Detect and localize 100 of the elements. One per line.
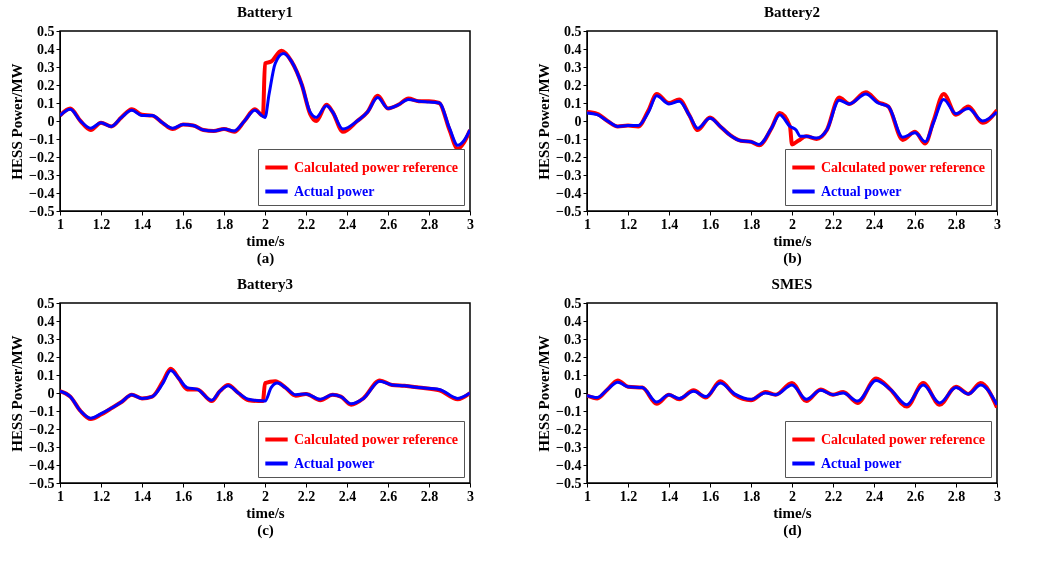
x-tick-label: 2.2 bbox=[824, 488, 843, 504]
y-tick-label: 0.4 bbox=[564, 41, 582, 57]
y-tick-label: 0.1 bbox=[564, 95, 582, 111]
y-tick-label: −0.3 bbox=[556, 167, 582, 183]
y-tick-label: −0.4 bbox=[29, 457, 55, 473]
y-tick-label: 0.5 bbox=[564, 295, 582, 311]
y-tick-label: 0.5 bbox=[37, 23, 55, 39]
y-tick-label: 0.3 bbox=[564, 59, 582, 75]
chart-title: Battery2 bbox=[764, 4, 820, 20]
y-axis-title: HESS Power/MW bbox=[536, 63, 553, 180]
x-tick-label: 1.4 bbox=[133, 488, 152, 504]
y-tick-label: −0.1 bbox=[556, 403, 582, 419]
y-tick-label: −0.1 bbox=[29, 131, 55, 147]
x-tick-label: 1.6 bbox=[174, 488, 193, 504]
x-tick-label: 1.8 bbox=[742, 216, 761, 232]
x-tick-label: 2.8 bbox=[947, 216, 966, 232]
y-tick-label: −0.2 bbox=[556, 421, 582, 437]
y-tick-label: −0.4 bbox=[556, 185, 582, 201]
x-tick-label: 1.8 bbox=[215, 216, 234, 232]
text: (c) bbox=[257, 521, 274, 539]
x-tick-label: 1.2 bbox=[619, 216, 638, 232]
legend-label: Calculated power reference bbox=[294, 431, 459, 447]
x-tick-label: 1.4 bbox=[660, 216, 679, 232]
x-tick-label: 1.2 bbox=[92, 488, 111, 504]
y-axis-title: HESS Power/MW bbox=[536, 335, 553, 452]
y-tick-label: 0.1 bbox=[37, 95, 55, 111]
legend-label: Calculated power reference bbox=[294, 159, 459, 175]
y-tick-label: 0.2 bbox=[37, 349, 55, 365]
legend-label: Actual power bbox=[821, 183, 902, 199]
x-tick-label: 1.6 bbox=[174, 216, 193, 232]
y-tick-label: 0 bbox=[47, 113, 55, 129]
x-tick-label: 1.2 bbox=[619, 488, 638, 504]
x-tick-label: 1.8 bbox=[742, 488, 761, 504]
legend-label: Calculated power reference bbox=[821, 159, 986, 175]
x-axis-title: time/s bbox=[773, 232, 812, 249]
x-tick-label: 3 bbox=[994, 216, 1001, 232]
x-tick-label: 1 bbox=[57, 216, 64, 232]
x-tick-label: 2.8 bbox=[420, 216, 439, 232]
legend-label: Actual power bbox=[294, 183, 375, 199]
y-tick-label: 0.5 bbox=[564, 23, 582, 39]
text: (a) bbox=[256, 249, 275, 267]
x-tick-label: 2.4 bbox=[865, 488, 884, 504]
y-tick-label: −0.4 bbox=[556, 457, 582, 473]
x-tick-label: 1.8 bbox=[215, 488, 234, 504]
y-tick-label: 0.3 bbox=[37, 59, 55, 75]
y-tick-label: 0.4 bbox=[564, 313, 582, 329]
y-tick-label: −0.4 bbox=[29, 185, 55, 201]
x-tick-label: 2 bbox=[789, 488, 796, 504]
y-tick-label: −0.2 bbox=[29, 149, 55, 165]
chart-title: Battery1 bbox=[237, 4, 293, 20]
x-tick-label: 2.4 bbox=[865, 216, 884, 232]
y-tick-label: 0.2 bbox=[564, 77, 582, 93]
x-tick-label: 2 bbox=[262, 216, 269, 232]
y-tick-label: 0.2 bbox=[564, 349, 582, 365]
y-tick-label: 0.2 bbox=[37, 77, 55, 93]
y-tick-label: −0.3 bbox=[29, 167, 55, 183]
y-tick-label: 0 bbox=[574, 385, 582, 401]
x-tick-label: 2.8 bbox=[420, 488, 439, 504]
legend-label: Calculated power reference bbox=[821, 431, 986, 447]
x-tick-label: 2.2 bbox=[297, 216, 316, 232]
y-tick-label: −0.3 bbox=[556, 439, 582, 455]
chart-title: SMES bbox=[771, 276, 813, 292]
y-tick-label: 0.1 bbox=[564, 367, 582, 383]
x-tick-label: 2.6 bbox=[379, 488, 398, 504]
y-tick-label: −0.2 bbox=[29, 421, 55, 437]
x-tick-label: 3 bbox=[994, 488, 1001, 504]
y-tick-label: −0.5 bbox=[29, 475, 55, 491]
x-tick-label: 1.6 bbox=[701, 488, 720, 504]
x-tick-label: 1.4 bbox=[133, 216, 152, 232]
x-tick-label: 2.6 bbox=[906, 216, 925, 232]
x-tick-label: 2.4 bbox=[338, 216, 357, 232]
x-tick-label: 3 bbox=[467, 488, 474, 504]
y-tick-label: −0.2 bbox=[556, 149, 582, 165]
y-tick-label: 0.1 bbox=[37, 367, 55, 383]
x-axis-title: time/s bbox=[773, 504, 812, 521]
y-tick-label: −0.1 bbox=[29, 403, 55, 419]
y-tick-label: 0.3 bbox=[37, 331, 55, 347]
x-tick-label: 2 bbox=[789, 216, 796, 232]
x-tick-label: 1 bbox=[584, 488, 591, 504]
x-tick-label: 1 bbox=[57, 488, 64, 504]
x-tick-label: 2.8 bbox=[947, 488, 966, 504]
x-axis-title: time/s bbox=[246, 232, 285, 249]
y-tick-label: −0.5 bbox=[556, 203, 582, 219]
y-tick-label: −0.5 bbox=[556, 475, 582, 491]
y-tick-label: −0.3 bbox=[29, 439, 55, 455]
x-tick-label: 2 bbox=[262, 488, 269, 504]
x-tick-label: 3 bbox=[467, 216, 474, 232]
y-tick-label: 0.5 bbox=[37, 295, 55, 311]
y-axis-title: HESS Power/MW bbox=[9, 63, 26, 180]
y-tick-label: −0.1 bbox=[556, 131, 582, 147]
x-tick-label: 2.4 bbox=[338, 488, 357, 504]
x-tick-label: 2.2 bbox=[824, 216, 843, 232]
legend-label: Actual power bbox=[821, 455, 902, 471]
y-tick-label: −0.5 bbox=[29, 203, 55, 219]
text: (d) bbox=[783, 521, 802, 539]
y-tick-label: 0.3 bbox=[564, 331, 582, 347]
y-axis-title: HESS Power/MW bbox=[9, 335, 26, 452]
chart-title: Battery3 bbox=[237, 276, 293, 292]
x-tick-label: 1.2 bbox=[92, 216, 111, 232]
x-tick-label: 1 bbox=[584, 216, 591, 232]
